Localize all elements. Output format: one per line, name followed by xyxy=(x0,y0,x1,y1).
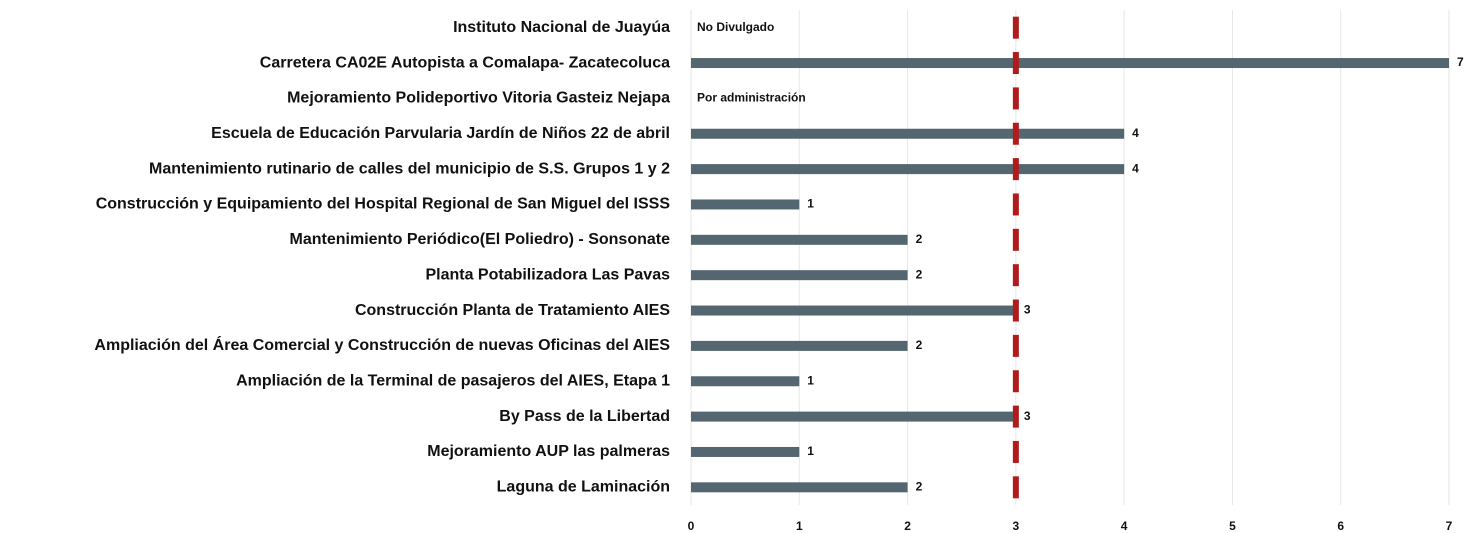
value-label: 2 xyxy=(916,338,923,352)
category-label: Mejoramiento Polideportivo Vitoria Gaste… xyxy=(287,90,670,107)
reference-mark xyxy=(1013,406,1019,428)
reference-mark xyxy=(1013,158,1019,180)
x-tick-label: 1 xyxy=(796,519,803,533)
bar xyxy=(691,199,799,209)
reference-mark xyxy=(1013,264,1019,286)
bar xyxy=(691,306,1016,316)
value-label: 1 xyxy=(807,373,814,387)
reference-mark xyxy=(1013,193,1019,215)
value-label: 2 xyxy=(916,479,923,493)
category-label: Ampliación del Área Comercial y Construc… xyxy=(94,335,670,354)
category-label: Instituto Nacional de Juayúa xyxy=(453,19,670,36)
category-label: Escuela de Educación Parvularia Jardín d… xyxy=(211,125,670,142)
category-label: Ampliación de la Terminal de pasajeros d… xyxy=(236,372,670,389)
reference-mark xyxy=(1013,335,1019,357)
category-label: Carretera CA02E Autopista a Comalapa- Za… xyxy=(260,54,670,71)
value-label: 1 xyxy=(807,444,814,458)
value-label: 2 xyxy=(916,232,923,246)
reference-mark xyxy=(1013,123,1019,145)
reference-mark xyxy=(1013,87,1019,109)
value-label: Por administración xyxy=(697,91,806,105)
value-label: 3 xyxy=(1024,409,1031,423)
x-tick-label: 2 xyxy=(904,519,911,533)
reference-mark xyxy=(1013,370,1019,392)
value-label: 1 xyxy=(807,197,814,211)
category-label: By Pass de la Libertad xyxy=(499,408,670,425)
category-label: Construcción Planta de Tratamiento AIES xyxy=(355,302,670,319)
chart: 0 1 2 3 4 5 6 7 Instituto Nacional de Juayúa No D… xyxy=(0,0,1480,533)
bar xyxy=(691,270,908,280)
category-label: Mantenimiento Periódico(El Poliedro) - S… xyxy=(290,231,671,248)
bar xyxy=(691,235,908,245)
value-label: 4 xyxy=(1132,161,1139,175)
reference-mark xyxy=(1013,441,1019,463)
bar xyxy=(691,482,908,492)
value-label: No Divulgado xyxy=(697,20,774,34)
category-label: Mejoramiento AUP las palmeras xyxy=(427,443,670,460)
reference-mark xyxy=(1013,300,1019,322)
value-label: 3 xyxy=(1024,303,1031,317)
bar xyxy=(691,164,1124,174)
bar xyxy=(691,376,799,386)
x-tick-label: 3 xyxy=(1013,519,1020,533)
category-label: Mantenimiento rutinario de calles del mu… xyxy=(149,160,670,177)
x-tick-label: 5 xyxy=(1229,519,1236,533)
x-tick-label: 0 xyxy=(688,519,695,533)
x-tick-label: 6 xyxy=(1337,519,1344,533)
bar xyxy=(691,447,799,457)
reference-mark xyxy=(1013,229,1019,251)
bar xyxy=(691,129,1124,139)
category-label: Planta Potabilizadora Las Pavas xyxy=(425,266,670,283)
reference-mark xyxy=(1013,52,1019,74)
value-label: 2 xyxy=(916,267,923,281)
category-label: Laguna de Laminación xyxy=(497,479,670,496)
reference-mark xyxy=(1013,17,1019,39)
x-tick-label: 7 xyxy=(1446,519,1453,533)
reference-mark xyxy=(1013,476,1019,498)
bar xyxy=(691,412,1016,422)
bar xyxy=(691,341,908,351)
value-label: 7 xyxy=(1457,55,1464,69)
bar xyxy=(691,58,1449,68)
x-tick-label: 4 xyxy=(1121,519,1128,533)
category-label: Construcción y Equipamiento del Hospital… xyxy=(96,196,671,213)
value-label: 4 xyxy=(1132,126,1139,140)
